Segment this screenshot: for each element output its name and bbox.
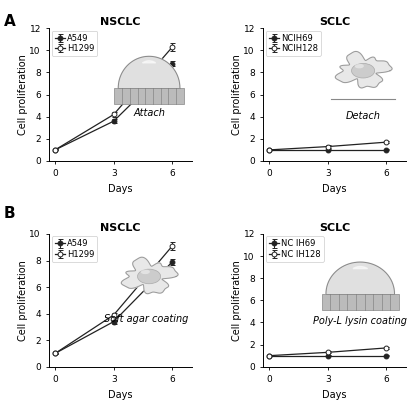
Legend: A549, H1299: A549, H1299 — [52, 31, 97, 56]
Legend: NC IH69, NC IH128: NC IH69, NC IH128 — [265, 237, 323, 262]
Y-axis label: Cell proliferation: Cell proliferation — [18, 260, 28, 341]
Text: Poly-L lysin coating: Poly-L lysin coating — [312, 316, 406, 326]
Text: A: A — [4, 14, 16, 29]
X-axis label: Days: Days — [321, 390, 346, 400]
Text: B: B — [4, 206, 16, 220]
X-axis label: Days: Days — [108, 390, 133, 400]
Y-axis label: Cell proliferation: Cell proliferation — [231, 54, 241, 135]
Title: SCLC: SCLC — [318, 223, 349, 233]
Y-axis label: Cell proliferation: Cell proliferation — [18, 54, 28, 135]
Text: Soft agar coating: Soft agar coating — [104, 314, 188, 324]
Legend: NCIH69, NCIH128: NCIH69, NCIH128 — [265, 31, 320, 56]
Title: SCLC: SCLC — [318, 17, 349, 27]
Title: NSCLC: NSCLC — [100, 17, 140, 27]
X-axis label: Days: Days — [108, 184, 133, 194]
Title: NSCLC: NSCLC — [100, 223, 140, 233]
Legend: A549, H1299: A549, H1299 — [52, 237, 97, 262]
Text: Attach: Attach — [133, 108, 164, 118]
Y-axis label: Cell proliferation: Cell proliferation — [231, 260, 241, 341]
Text: Detach: Detach — [345, 110, 380, 120]
X-axis label: Days: Days — [321, 184, 346, 194]
